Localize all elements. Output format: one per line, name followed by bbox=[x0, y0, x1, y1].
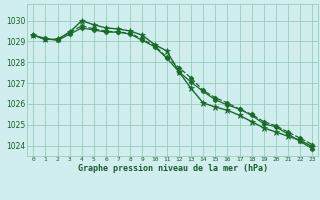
X-axis label: Graphe pression niveau de la mer (hPa): Graphe pression niveau de la mer (hPa) bbox=[78, 164, 268, 173]
